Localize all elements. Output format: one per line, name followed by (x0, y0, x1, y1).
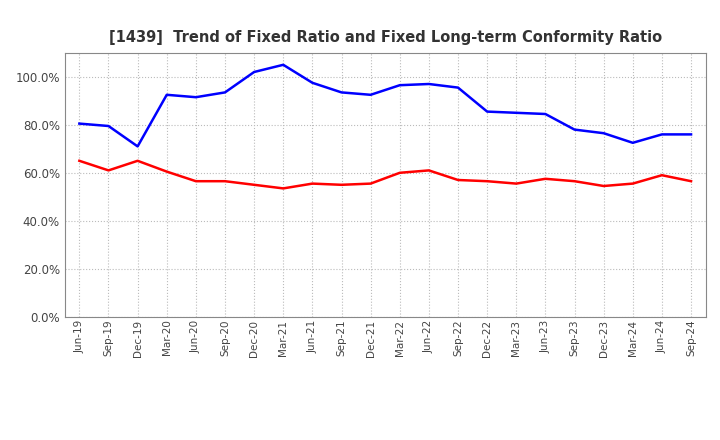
Fixed Long-term Conformity Ratio (308, 181, 317, 186)
Fixed Ratio (657, 132, 666, 137)
Fixed Ratio (629, 140, 637, 146)
Fixed Ratio (279, 62, 287, 67)
Fixed Long-term Conformity Ratio (483, 179, 492, 184)
Fixed Ratio (570, 127, 579, 132)
Fixed Long-term Conformity Ratio (629, 181, 637, 186)
Fixed Ratio (687, 132, 696, 137)
Fixed Long-term Conformity Ratio (133, 158, 142, 163)
Fixed Ratio (192, 95, 200, 100)
Fixed Ratio (599, 131, 608, 136)
Fixed Long-term Conformity Ratio (395, 170, 404, 176)
Fixed Long-term Conformity Ratio (104, 168, 113, 173)
Fixed Ratio (483, 109, 492, 114)
Fixed Ratio (220, 90, 229, 95)
Fixed Long-term Conformity Ratio (279, 186, 287, 191)
Fixed Ratio (308, 80, 317, 85)
Fixed Ratio (454, 85, 462, 90)
Fixed Ratio (104, 123, 113, 128)
Fixed Long-term Conformity Ratio (220, 179, 229, 184)
Fixed Long-term Conformity Ratio (512, 181, 521, 186)
Title: [1439]  Trend of Fixed Ratio and Fixed Long-term Conformity Ratio: [1439] Trend of Fixed Ratio and Fixed Lo… (109, 29, 662, 45)
Fixed Long-term Conformity Ratio (454, 177, 462, 183)
Fixed Long-term Conformity Ratio (570, 179, 579, 184)
Fixed Ratio (541, 111, 550, 117)
Fixed Long-term Conformity Ratio (657, 172, 666, 178)
Fixed Long-term Conformity Ratio (192, 179, 200, 184)
Fixed Ratio (337, 90, 346, 95)
Fixed Ratio (133, 144, 142, 149)
Fixed Long-term Conformity Ratio (541, 176, 550, 181)
Fixed Long-term Conformity Ratio (337, 182, 346, 187)
Fixed Ratio (163, 92, 171, 97)
Fixed Ratio (395, 83, 404, 88)
Fixed Ratio (250, 70, 258, 75)
Fixed Long-term Conformity Ratio (599, 183, 608, 189)
Fixed Ratio (425, 81, 433, 87)
Line: Fixed Ratio: Fixed Ratio (79, 65, 691, 147)
Fixed Long-term Conformity Ratio (75, 158, 84, 163)
Fixed Long-term Conformity Ratio (250, 182, 258, 187)
Fixed Ratio (75, 121, 84, 126)
Line: Fixed Long-term Conformity Ratio: Fixed Long-term Conformity Ratio (79, 161, 691, 188)
Fixed Long-term Conformity Ratio (163, 169, 171, 174)
Fixed Ratio (366, 92, 375, 97)
Fixed Long-term Conformity Ratio (687, 179, 696, 184)
Fixed Long-term Conformity Ratio (425, 168, 433, 173)
Fixed Long-term Conformity Ratio (366, 181, 375, 186)
Fixed Ratio (512, 110, 521, 115)
